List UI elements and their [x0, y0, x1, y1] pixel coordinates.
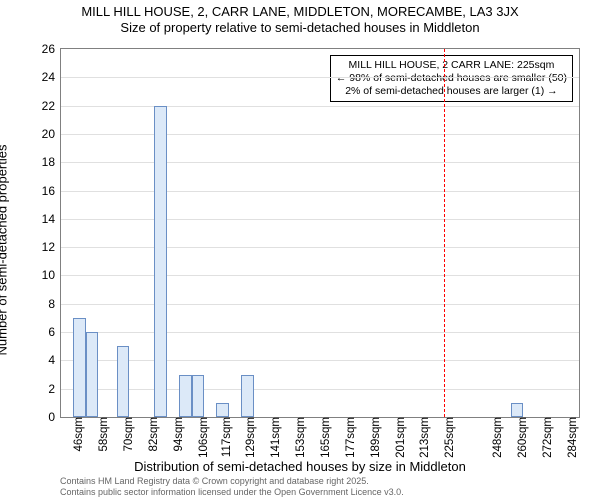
histogram-bar	[241, 375, 253, 417]
histogram-bar	[511, 403, 523, 417]
annotation-line-2: ← 98% of semi-detached houses are smalle…	[336, 72, 567, 85]
y-tick-label: 6	[29, 325, 61, 339]
x-tick-label: 141sqm	[266, 417, 282, 458]
gridline	[61, 162, 579, 163]
x-tick-label: 94sqm	[169, 417, 185, 452]
x-tick-label: 46sqm	[69, 417, 85, 452]
title-line-1: MILL HILL HOUSE, 2, CARR LANE, MIDDLETON…	[0, 4, 600, 19]
y-tick-label: 26	[29, 42, 61, 56]
x-tick-label: 58sqm	[94, 417, 110, 452]
x-tick-label: 177sqm	[341, 417, 357, 458]
histogram-bar	[179, 375, 191, 417]
x-tick-label: 106sqm	[194, 417, 210, 458]
gridline	[61, 332, 579, 333]
y-tick-label: 0	[29, 410, 61, 424]
y-tick-label: 18	[29, 155, 61, 169]
y-tick-label: 24	[29, 70, 61, 84]
annotation-line-1: MILL HILL HOUSE, 2 CARR LANE: 225sqm	[336, 59, 567, 72]
title-line-2: Size of property relative to semi-detach…	[0, 20, 600, 35]
gridline	[61, 106, 579, 107]
gridline	[61, 360, 579, 361]
y-tick-label: 16	[29, 184, 61, 198]
histogram-bar	[86, 332, 98, 417]
x-tick-label: 153sqm	[291, 417, 307, 458]
footer-line-1: Contains HM Land Registry data © Crown c…	[60, 476, 404, 487]
y-tick-label: 4	[29, 353, 61, 367]
gridline	[61, 191, 579, 192]
chart-annotation-box: MILL HILL HOUSE, 2 CARR LANE: 225sqm ← 9…	[330, 55, 573, 102]
y-tick-label: 22	[29, 99, 61, 113]
y-tick-label: 8	[29, 297, 61, 311]
histogram-bar	[154, 106, 166, 417]
gridline	[61, 247, 579, 248]
footer-line-2: Contains public sector information licen…	[60, 487, 404, 498]
x-tick-label: 189sqm	[366, 417, 382, 458]
x-tick-label: 225sqm	[440, 417, 456, 458]
gridline	[61, 304, 579, 305]
y-tick-label: 12	[29, 240, 61, 254]
gridline	[61, 275, 579, 276]
x-tick-label: 201sqm	[391, 417, 407, 458]
histogram-bar	[73, 318, 85, 417]
chart-plot-area: MILL HILL HOUSE, 2 CARR LANE: 225sqm ← 9…	[60, 48, 580, 418]
highlight-property-line	[444, 49, 445, 417]
x-tick-label: 284sqm	[563, 417, 579, 458]
gridline	[61, 77, 579, 78]
x-tick-label: 260sqm	[513, 417, 529, 458]
footer-attribution: Contains HM Land Registry data © Crown c…	[60, 476, 404, 498]
annotation-line-3: 2% of semi-detached houses are larger (1…	[336, 85, 567, 98]
y-tick-label: 10	[29, 268, 61, 282]
x-tick-label: 213sqm	[415, 417, 431, 458]
x-axis-title: Distribution of semi-detached houses by …	[0, 459, 600, 474]
y-tick-label: 14	[29, 212, 61, 226]
x-tick-label: 272sqm	[538, 417, 554, 458]
x-tick-label: 70sqm	[119, 417, 135, 452]
histogram-bar	[192, 375, 204, 417]
x-tick-label: 248sqm	[488, 417, 504, 458]
histogram-bar	[117, 346, 129, 417]
gridline	[61, 219, 579, 220]
y-tick-label: 2	[29, 382, 61, 396]
x-tick-label: 165sqm	[316, 417, 332, 458]
gridline	[61, 389, 579, 390]
x-tick-label: 129sqm	[241, 417, 257, 458]
histogram-bar	[216, 403, 228, 417]
x-tick-label: 82sqm	[144, 417, 160, 452]
gridline	[61, 134, 579, 135]
y-tick-label: 20	[29, 127, 61, 141]
x-tick-label: 117sqm	[217, 417, 233, 457]
